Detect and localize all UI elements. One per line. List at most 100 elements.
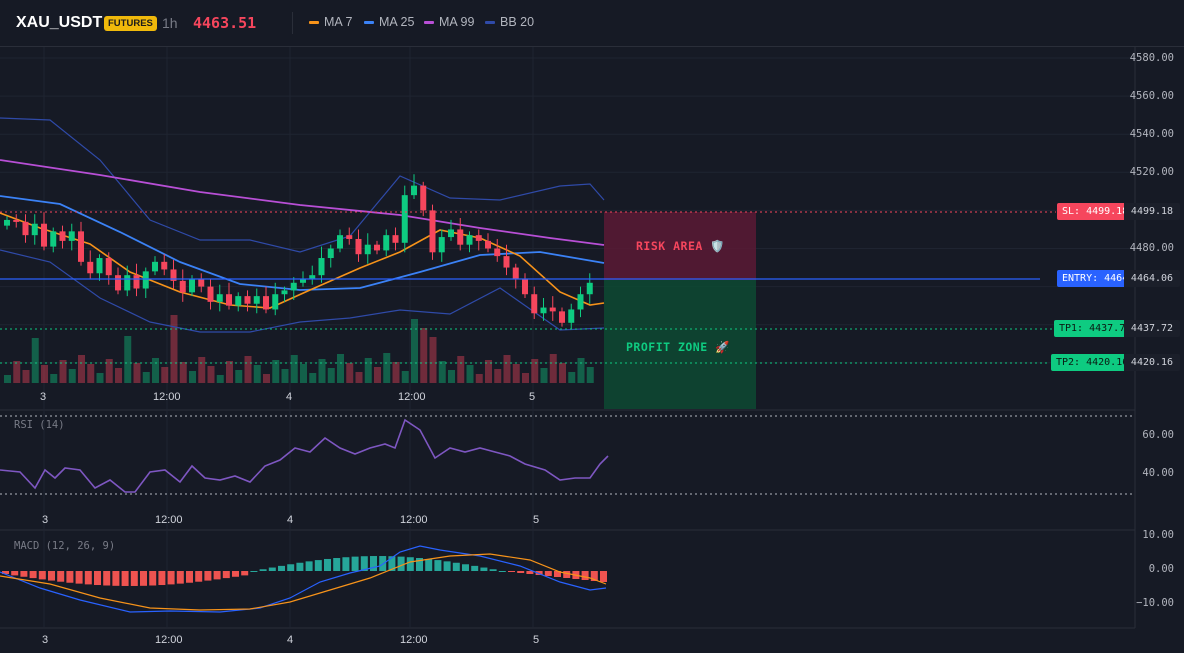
volume-bar	[263, 374, 270, 383]
macd-histogram-bar	[222, 571, 230, 579]
candle-body	[263, 296, 269, 310]
macd-label[interactable]: MACD (12, 26, 9)	[14, 540, 116, 552]
price-tick: 4540.00	[1129, 128, 1174, 140]
volume-bar	[96, 373, 104, 383]
legend-ma7-label: MA 7	[324, 15, 353, 29]
macd-histogram-bar	[452, 562, 460, 571]
macd-histogram-bar	[489, 569, 497, 571]
volume-bar	[503, 355, 511, 383]
volume-bar	[540, 368, 548, 383]
candle-body	[355, 238, 362, 255]
candle-body	[87, 261, 94, 274]
candle-body	[457, 229, 464, 245]
macd-tick: 10.00	[1142, 529, 1174, 541]
volume-bar	[559, 363, 566, 383]
macd-histogram-bar	[20, 571, 28, 577]
legend-ma7[interactable]: MA 7	[309, 15, 353, 29]
macd-histogram-bar	[130, 571, 138, 586]
volume-bar	[105, 359, 113, 383]
macd-histogram-bar	[103, 571, 111, 586]
volume-bar	[568, 372, 576, 383]
macd-histogram-bar	[167, 571, 175, 585]
candle-body	[13, 219, 20, 222]
candle-body	[244, 296, 251, 304]
legend-ma25-label: MA 25	[379, 15, 415, 29]
macd-histogram-bar	[94, 571, 101, 586]
volume-bar	[152, 358, 159, 383]
time-tick: 3	[42, 634, 49, 646]
time-tick: 12:00	[155, 634, 183, 646]
macd-histogram-bar	[360, 556, 368, 571]
macd-histogram-bar	[517, 571, 525, 573]
profit-zone	[604, 280, 756, 409]
macd-histogram-bar	[29, 571, 37, 579]
time-tick: 5	[533, 514, 540, 526]
symbol-name[interactable]: XAU_USDT	[16, 14, 103, 31]
volume-bar	[78, 355, 85, 383]
candle-body	[105, 258, 112, 276]
legend-ma99[interactable]: MA 99	[424, 15, 474, 29]
macd-histogram-bar	[508, 571, 515, 572]
bb-upper	[0, 117, 605, 253]
sl-tag[interactable]: SL: 4499.18	[1057, 203, 1134, 220]
legend-bb20[interactable]: BB 20	[485, 15, 534, 29]
volume-bar	[392, 362, 400, 383]
volume-bar	[198, 357, 206, 383]
macd-histogram-bar	[563, 571, 571, 578]
macd-histogram-bar	[75, 571, 83, 584]
volume-bar	[327, 368, 335, 383]
macd-line	[0, 545, 607, 613]
candle-body	[577, 294, 584, 310]
macd-histogram-bar	[2, 571, 9, 574]
legend-ma25[interactable]: MA 25	[364, 15, 414, 29]
candle-body	[170, 269, 177, 281]
macd-histogram-bar	[480, 567, 488, 571]
macd-histogram-bar	[287, 564, 295, 571]
candle-body	[142, 271, 149, 289]
candle-body	[96, 258, 103, 274]
macd-histogram-bar	[176, 571, 184, 584]
macd-histogram-bar	[84, 571, 92, 585]
candle-body	[411, 185, 417, 196]
last-price: 4463.51	[193, 14, 257, 32]
volume-bar	[161, 367, 169, 383]
candle-body	[124, 275, 131, 291]
volume-bar	[31, 338, 39, 383]
price-tick: 4580.00	[1129, 52, 1174, 64]
rsi-label[interactable]: RSI (14)	[14, 419, 65, 431]
tp2-tag[interactable]: TP2: 4420.16	[1051, 354, 1134, 371]
candle-body	[438, 237, 445, 253]
candle-body	[540, 307, 547, 314]
tp1-value: 4437.72	[1124, 320, 1180, 337]
candle-body	[68, 231, 75, 241]
volume-bar	[4, 375, 11, 383]
macd-histogram-bar	[213, 571, 221, 580]
volume-bar	[87, 364, 95, 383]
candle-body	[392, 235, 399, 243]
candle-body	[522, 278, 528, 295]
timeframe-selector[interactable]: 1h	[162, 15, 178, 31]
candle-body	[309, 275, 316, 279]
volume-bar	[318, 359, 326, 383]
macd-histogram-bar	[590, 571, 598, 581]
candle-body	[318, 258, 325, 276]
macd-histogram-bar	[112, 571, 120, 586]
volume-bar	[142, 372, 150, 383]
macd-histogram-bar	[554, 571, 561, 577]
candle-body	[207, 286, 214, 302]
volume-bar	[59, 360, 67, 383]
macd-histogram-bar	[581, 571, 589, 580]
macd-histogram-bar	[278, 565, 285, 571]
time-tick: 12:00	[153, 391, 181, 403]
candle-body	[383, 235, 390, 251]
macd-histogram-bar	[38, 571, 46, 580]
risk-area-zone	[604, 212, 756, 280]
macd-histogram-bar	[333, 558, 341, 571]
volume-bar	[272, 360, 280, 383]
macd-histogram-bar	[259, 569, 267, 571]
tp1-tag[interactable]: TP1: 4437.72	[1054, 320, 1137, 337]
macd-histogram-bar	[471, 565, 479, 571]
risk-area-label: RISK AREA 🛡️	[636, 239, 726, 253]
candle-body	[152, 261, 158, 272]
